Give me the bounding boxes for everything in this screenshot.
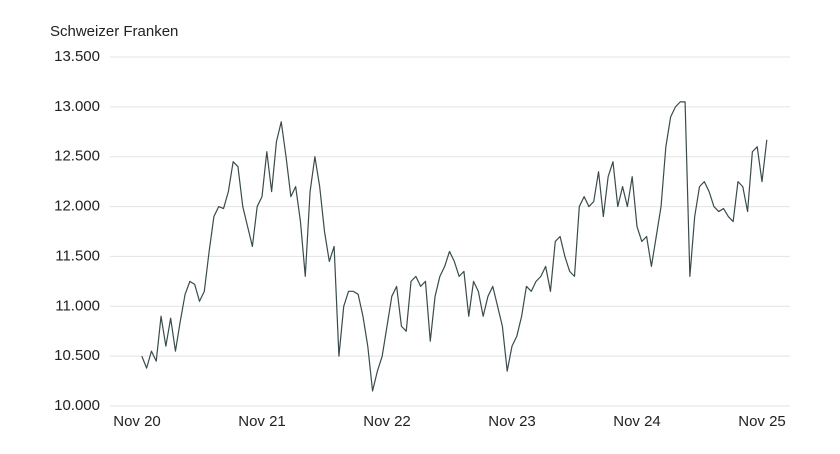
y-tick-label: 10.500 bbox=[54, 347, 100, 364]
x-tick-label: Nov 21 bbox=[238, 413, 286, 430]
y-axis-label: Schweizer Franken bbox=[50, 23, 178, 40]
y-tick-label: 10.000 bbox=[54, 397, 100, 414]
y-tick-label: 12.500 bbox=[54, 148, 100, 165]
x-tick-label: Nov 20 bbox=[113, 413, 161, 430]
line-series bbox=[141, 101, 768, 392]
y-tick-label: 11.000 bbox=[55, 297, 100, 314]
y-tick-label: 13.500 bbox=[54, 48, 100, 65]
y-tick-label: 12.000 bbox=[54, 198, 100, 215]
x-tick-label: Nov 23 bbox=[488, 413, 536, 430]
y-tick-label: 11.500 bbox=[55, 247, 100, 264]
x-tick-label: Nov 25 bbox=[738, 413, 786, 430]
y-tick-label: 13.000 bbox=[54, 98, 100, 115]
x-tick-label: Nov 22 bbox=[363, 413, 411, 430]
x-tick-label: Nov 24 bbox=[613, 413, 661, 430]
